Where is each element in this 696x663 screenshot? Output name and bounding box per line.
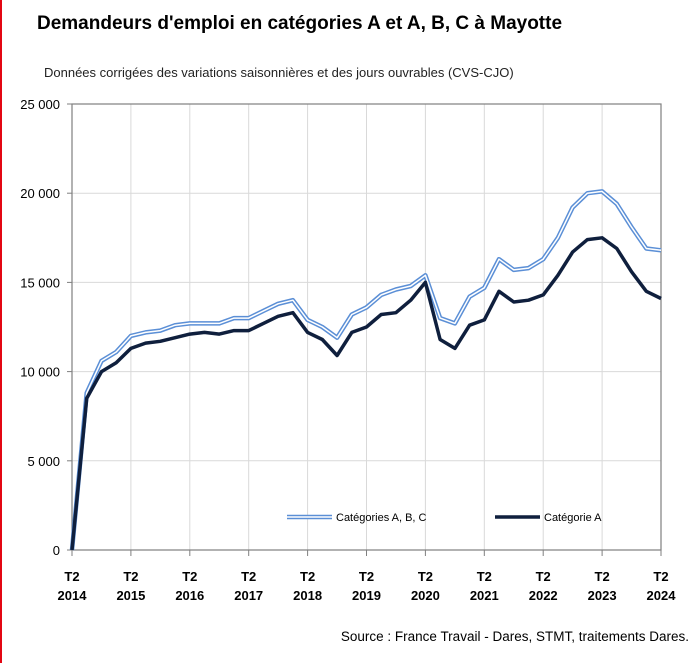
x-tick-label-quarter: T2 xyxy=(123,569,138,584)
chart-subtitle: Données corrigées des variations saisonn… xyxy=(44,65,514,80)
x-tick-label-quarter: T2 xyxy=(595,569,610,584)
x-tick-label-year: 2022 xyxy=(529,588,558,603)
y-tick-label: 15 000 xyxy=(20,275,60,290)
x-tick-label-quarter: T2 xyxy=(241,569,256,584)
x-tick-label-year: 2019 xyxy=(352,588,381,603)
x-tick-label-quarter: T2 xyxy=(300,569,315,584)
x-tick-label-quarter: T2 xyxy=(64,569,79,584)
x-tick-label-year: 2023 xyxy=(588,588,617,603)
source-note: Source : France Travail - Dares, STMT, t… xyxy=(340,629,689,644)
x-tick-label-year: 2018 xyxy=(293,588,322,603)
x-tick-label-quarter: T2 xyxy=(359,569,374,584)
legend-label-a: Catégorie A xyxy=(544,512,602,524)
series-a-line xyxy=(70,236,662,551)
y-tick-label: 5 000 xyxy=(27,454,60,469)
gridlines xyxy=(72,103,662,550)
y-tick-label: 0 xyxy=(53,543,60,558)
plot-frame xyxy=(71,103,662,551)
tick-labels: 0 5 000 10 000 15 000 20 000 25 000 T2 2014 T2 20… xyxy=(20,97,676,603)
x-tick-label-quarter: T2 xyxy=(477,569,492,584)
axes xyxy=(67,103,662,556)
x-tick-label-year: 2015 xyxy=(116,588,145,603)
x-tick-label-year: 2024 xyxy=(647,588,677,603)
x-tick-label-quarter: T2 xyxy=(653,569,668,584)
x-tick-label-year: 2014 xyxy=(58,588,88,603)
series-abc-line-inner xyxy=(71,190,662,551)
x-tick-label-year: 2020 xyxy=(411,588,440,603)
x-tick-label-quarter: T2 xyxy=(182,569,197,584)
x-tick-label-year: 2021 xyxy=(470,588,499,603)
legend-label-abc: Catégories A, B, C xyxy=(336,512,427,524)
x-tick-label-quarter: T2 xyxy=(536,569,551,584)
y-tick-label: 10 000 xyxy=(20,365,60,380)
x-tick-label-year: 2016 xyxy=(175,588,204,603)
x-tick-label-quarter: T2 xyxy=(418,569,433,584)
legend: Catégories A, B, C Catégorie A xyxy=(287,512,602,524)
chart-title: Demandeurs d'emploi en catégories A et A… xyxy=(37,13,563,34)
x-tick-label-year: 2017 xyxy=(234,588,263,603)
y-tick-label: 20 000 xyxy=(20,186,60,201)
accent-bar xyxy=(0,0,2,663)
series-lines xyxy=(69,189,662,551)
y-tick-label: 25 000 xyxy=(20,97,60,112)
